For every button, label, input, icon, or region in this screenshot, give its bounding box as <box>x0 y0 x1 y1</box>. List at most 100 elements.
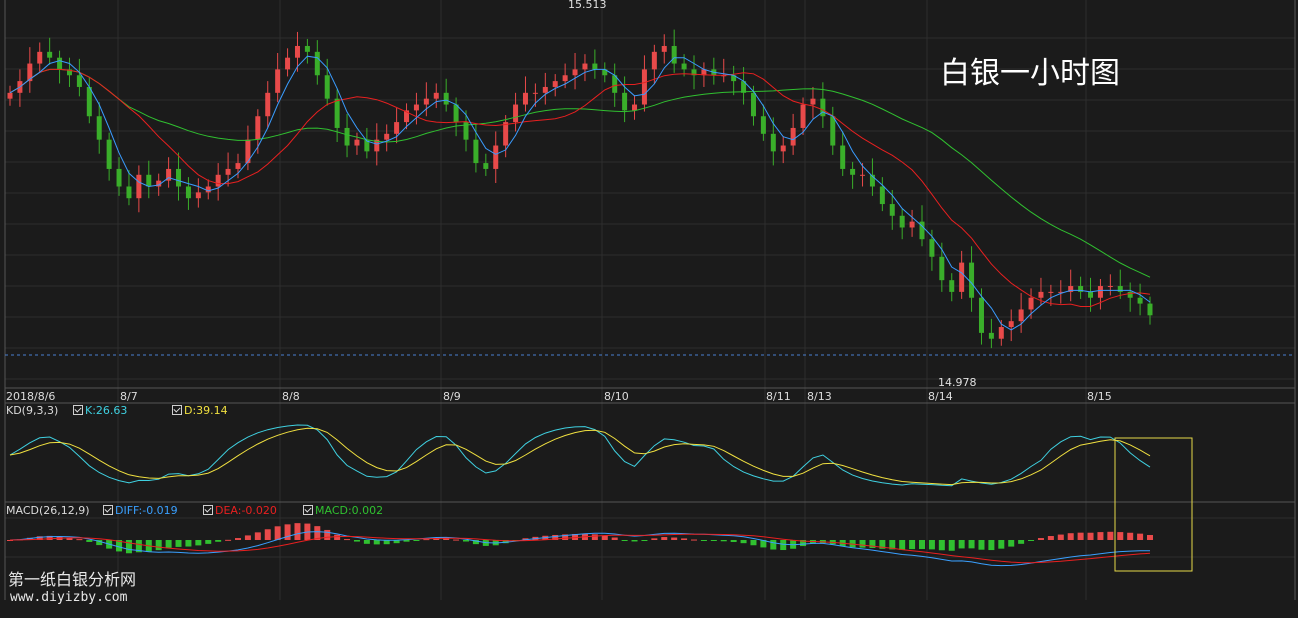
macd-bar <box>155 540 162 551</box>
candle-body <box>820 98 826 117</box>
candle-body <box>47 51 53 58</box>
candle-body <box>572 69 578 76</box>
macd-bar <box>968 540 975 549</box>
candle-body <box>522 92 528 105</box>
macd-indicator-name: MACD(26,12,9) <box>6 504 90 517</box>
candle-body <box>245 139 251 164</box>
candle-body <box>1008 321 1014 328</box>
macd-bar <box>681 538 688 540</box>
macd-bar <box>691 539 697 541</box>
macd-bar <box>284 524 291 540</box>
candle-body <box>265 92 271 117</box>
candle-body <box>27 63 33 82</box>
candle-body <box>146 174 152 187</box>
candle-body <box>691 69 697 76</box>
candle-body <box>1058 291 1064 293</box>
candle-body <box>384 133 390 140</box>
candle-body <box>651 51 657 70</box>
candle-body <box>889 204 895 216</box>
candle-body <box>1028 297 1034 310</box>
candle-body <box>374 139 380 152</box>
candle-body <box>959 262 965 292</box>
candle-body <box>354 139 360 146</box>
candle-body <box>661 45 667 52</box>
kd-pane <box>9 424 1151 487</box>
macd-bar <box>264 529 271 540</box>
macd-bar <box>700 540 707 541</box>
macd-bar <box>76 539 83 541</box>
candle-body <box>394 122 400 134</box>
macd-bar <box>66 537 73 540</box>
macd-dea-value: DEA:-0.020 <box>215 504 277 517</box>
macd-bar <box>998 540 1005 549</box>
kd-d-toggle[interactable]: D:39.14 <box>172 404 228 417</box>
checkbox-icon <box>73 405 83 415</box>
candle-body <box>632 104 638 111</box>
macd-bar <box>1077 532 1084 540</box>
candle-body <box>1068 286 1074 292</box>
macd-dea-toggle[interactable]: DEA:-0.020 <box>203 504 277 517</box>
candle-body <box>364 139 370 152</box>
macd-bar <box>393 540 400 544</box>
date-label: 8/7 <box>120 390 138 403</box>
highlight-box <box>1114 437 1193 572</box>
candle-body <box>1018 309 1024 322</box>
candle-body <box>255 116 261 140</box>
macd-bar <box>46 535 53 540</box>
ma-mid-line <box>9 68 1151 307</box>
candle-body <box>770 133 776 152</box>
high-price-label: 15.513 <box>568 0 607 11</box>
candle-body <box>562 75 568 82</box>
macd-bar <box>780 540 787 551</box>
candle-body <box>304 45 310 52</box>
macd-dea-line <box>9 533 1151 564</box>
macd-bar <box>800 540 807 547</box>
macd-bar <box>661 537 668 540</box>
macd-bar <box>324 529 331 540</box>
macd-hist-toggle[interactable]: MACD:0.002 <box>303 504 383 517</box>
macd-diff-toggle[interactable]: DIFF:-0.019 <box>103 504 178 517</box>
candle-body <box>850 168 856 175</box>
macd-bar <box>1057 534 1064 540</box>
candle-body <box>741 81 747 93</box>
macd-bar <box>1037 538 1044 540</box>
macd-bar <box>205 540 212 544</box>
checkbox-icon <box>203 505 213 515</box>
watermark-name: 第一纸白银分析网 <box>8 570 137 589</box>
kd-k-toggle[interactable]: K:26.63 <box>73 404 127 417</box>
macd-bar <box>1018 540 1025 544</box>
macd-bar <box>978 540 985 550</box>
macd-bar <box>1067 533 1074 540</box>
kd-indicator-name: KD(9,3,3) <box>6 404 59 417</box>
candle-body <box>671 45 677 64</box>
kd-d-value: D:39.14 <box>184 404 228 417</box>
macd-bar <box>363 540 370 544</box>
candle-body <box>622 92 628 111</box>
candle-body <box>225 168 231 175</box>
candle-body <box>750 92 756 117</box>
macd-bar <box>1028 540 1035 541</box>
date-label: 8/11 <box>766 390 791 403</box>
candle-body <box>840 145 846 169</box>
macd-bar <box>621 540 628 541</box>
candle-body <box>334 98 340 128</box>
candle-body <box>483 163 489 169</box>
candle-body <box>413 104 419 111</box>
candle-body <box>1147 303 1153 316</box>
macd-bar <box>294 523 301 540</box>
macd-bar <box>215 540 222 542</box>
macd-bar <box>988 540 995 551</box>
checkbox-icon <box>303 505 313 515</box>
chart-title: 白银一小时图 <box>940 56 1120 91</box>
candle-body <box>156 180 162 187</box>
candle-body <box>185 186 191 199</box>
candle-body <box>86 86 92 117</box>
macd-bar <box>1117 532 1124 540</box>
macd-bar <box>86 540 93 542</box>
candle-body <box>1038 291 1044 298</box>
candle-body <box>344 127 350 146</box>
candle-body <box>998 327 1004 339</box>
macd-bar <box>235 538 241 540</box>
macd-bar <box>244 535 251 540</box>
